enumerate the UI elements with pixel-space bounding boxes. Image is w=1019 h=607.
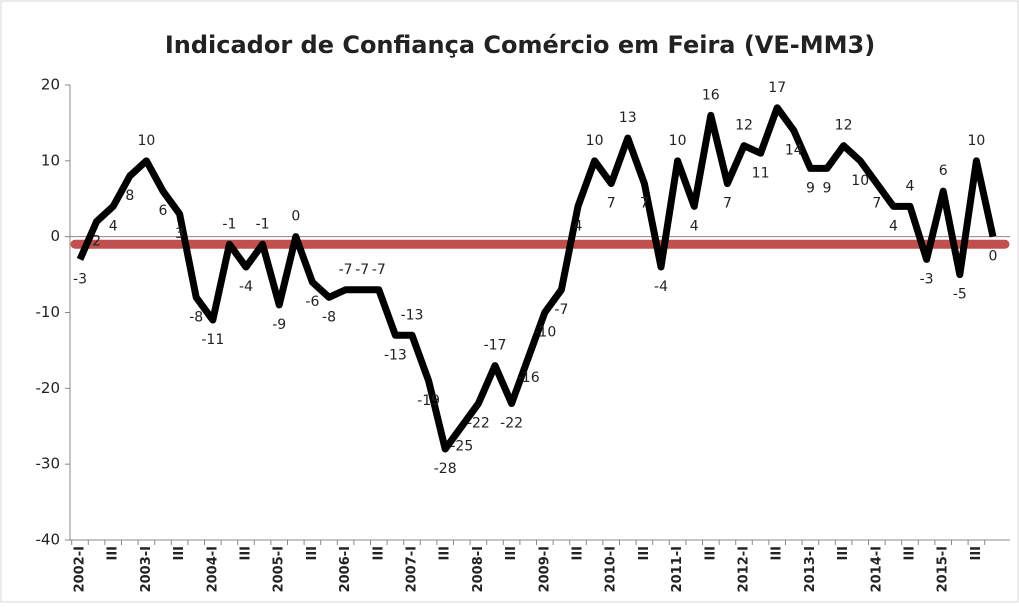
data-label: -13 (401, 307, 424, 323)
data-label: 14 (785, 143, 803, 159)
data-label: -5 (953, 287, 967, 303)
y-tick-label: 0 (50, 227, 60, 245)
x-tick-label: 2004-I (205, 546, 220, 592)
data-label: 10 (586, 133, 604, 149)
data-label: 7 (723, 196, 732, 212)
x-tick-label: III (438, 546, 453, 561)
data-label: 4 (889, 218, 898, 234)
data-label: 0 (989, 249, 998, 265)
data-label: -8 (189, 309, 203, 325)
data-label: 10 (137, 133, 155, 149)
x-tick-label: 2013-I (803, 546, 818, 592)
y-tick-label: -20 (36, 379, 61, 397)
data-label: -6 (305, 294, 319, 310)
data-label: 2 (92, 234, 101, 250)
data-label: -25 (450, 438, 473, 454)
data-label: -8 (322, 309, 336, 325)
data-label: 0 (291, 209, 300, 225)
data-label: 10 (669, 133, 687, 149)
data-label: 4 (906, 178, 915, 194)
data-label: -17 (484, 338, 507, 354)
data-label: -7 (339, 262, 353, 278)
data-label: -22 (500, 416, 523, 432)
x-tick-label: 2010-I (604, 546, 619, 592)
data-label: 4 (690, 218, 699, 234)
data-label: -3 (920, 271, 934, 287)
data-label: 7 (607, 196, 616, 212)
x-tick-label: 2014-I (869, 546, 884, 592)
data-label: -4 (239, 279, 253, 295)
data-label: -1 (256, 216, 270, 232)
x-tick-label: III (504, 546, 519, 561)
chart-title: Indicador de Confiança Comércio em Feira… (165, 31, 875, 59)
x-tick-label: 2012-I (737, 546, 752, 592)
data-label: -16 (517, 370, 540, 386)
data-label: 3 (175, 226, 184, 242)
x-tick-label: III (371, 546, 386, 561)
y-tick-label: 10 (41, 151, 60, 169)
data-label: -22 (467, 416, 490, 432)
data-label: -3 (73, 271, 87, 287)
data-label: -10 (533, 325, 556, 341)
data-label: 7 (640, 196, 649, 212)
x-tick-label: III (903, 546, 918, 561)
data-label: -13 (384, 347, 407, 363)
x-tick-label: III (770, 546, 785, 561)
data-label: 9 (806, 180, 815, 196)
x-tick-label: III (571, 546, 586, 561)
x-tick-label: 2015-I (936, 546, 951, 592)
x-tick-label: 2008-I (471, 546, 486, 592)
x-tick-label: III (305, 546, 320, 561)
data-label: -7 (355, 262, 369, 278)
data-label: 4 (574, 218, 583, 234)
y-tick-label: -30 (36, 455, 61, 473)
data-label: 11 (752, 165, 770, 181)
data-label: -7 (554, 302, 568, 318)
data-label: 8 (125, 188, 134, 204)
data-label: 6 (159, 203, 168, 219)
x-tick-label: III (836, 546, 851, 561)
data-label: 17 (768, 80, 786, 96)
x-tick-label: 2005-I (272, 546, 287, 592)
x-tick-label: 2011-I (670, 546, 685, 592)
x-tick-label: III (239, 546, 254, 561)
data-label: -28 (434, 461, 457, 477)
data-label: 12 (735, 118, 753, 134)
data-label: 10 (851, 173, 869, 189)
data-label: 9 (823, 180, 832, 196)
x-tick-label: III (172, 546, 187, 561)
data-label: 12 (835, 118, 853, 134)
x-tick-label: III (969, 546, 984, 561)
data-label: -7 (372, 262, 386, 278)
data-label: 16 (702, 87, 720, 103)
data-label: -11 (201, 332, 224, 348)
data-label: 7 (872, 196, 881, 212)
data-label: 6 (939, 163, 948, 179)
data-label: 10 (967, 133, 985, 149)
x-tick-label: 2007-I (405, 546, 420, 592)
y-tick-label: -10 (36, 303, 61, 321)
y-tick-label: -40 (36, 531, 61, 549)
x-tick-label: 2003-I (139, 546, 154, 592)
x-tick-label: 2009-I (537, 546, 552, 592)
x-tick-label: III (106, 546, 121, 561)
data-label: -19 (417, 393, 440, 409)
series-line (76, 104, 997, 453)
x-tick-label: 2002-I (73, 546, 88, 592)
data-label: 13 (619, 110, 637, 126)
x-tick-label: 2006-I (338, 546, 353, 592)
x-tick-label: III (703, 546, 718, 561)
y-tick-label: 20 (41, 76, 60, 94)
data-label: -1 (222, 216, 236, 232)
x-tick-label: III (637, 546, 652, 561)
data-label: -9 (272, 317, 286, 333)
data-label: 4 (109, 218, 118, 234)
data-label: -4 (654, 279, 668, 295)
